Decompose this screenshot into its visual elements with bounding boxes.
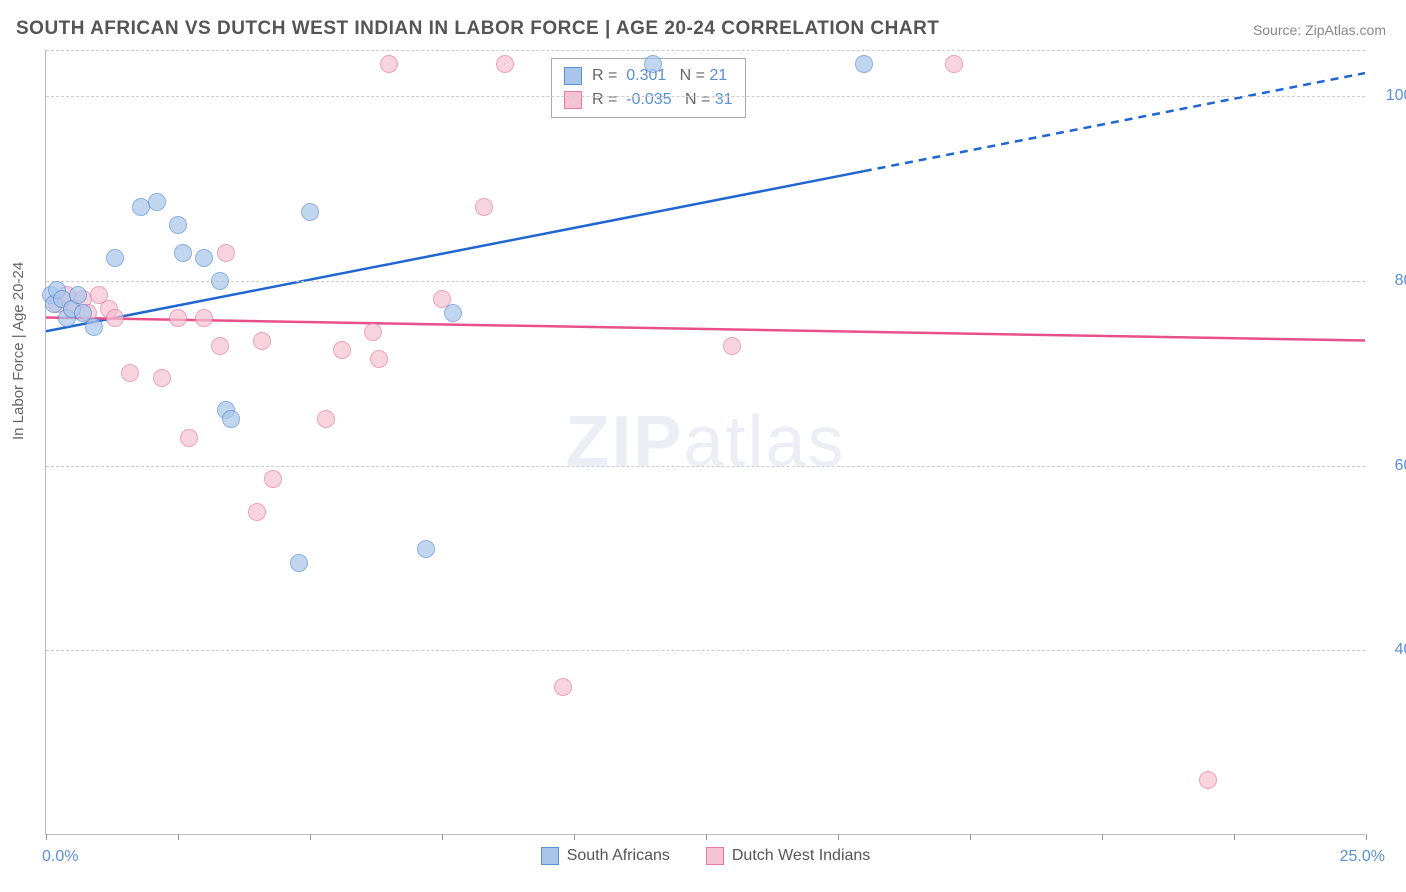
plot-area: ZIPatlas R = 0.301 N = 21R = -0.035 N = …	[45, 50, 1365, 835]
point-series-a	[644, 55, 662, 73]
gridline-h	[46, 96, 1365, 97]
point-series-a	[148, 193, 166, 211]
bottom-legend-label: South Africans	[567, 847, 670, 865]
x-tick	[838, 834, 839, 840]
point-series-a	[85, 318, 103, 336]
watermark-bold: ZIP	[565, 402, 683, 482]
point-series-b	[380, 55, 398, 73]
legend-swatch	[541, 847, 559, 865]
point-series-b	[723, 337, 741, 355]
point-series-b	[317, 410, 335, 428]
point-series-a	[855, 55, 873, 73]
point-series-b	[169, 309, 187, 327]
watermark-light: atlas	[683, 402, 845, 482]
point-series-b	[364, 323, 382, 341]
point-series-b	[180, 429, 198, 447]
point-series-b	[945, 55, 963, 73]
point-series-b	[106, 309, 124, 327]
gridline-h	[46, 281, 1365, 282]
point-series-b	[370, 350, 388, 368]
legend-swatch	[706, 847, 724, 865]
x-tick-label-max: 25.0%	[1340, 848, 1385, 866]
source-label: Source: ZipAtlas.com	[1253, 22, 1386, 38]
y-tick-label: 100.0%	[1380, 87, 1406, 105]
trend-line-b-solid	[46, 317, 1365, 340]
legend-swatch	[564, 67, 582, 85]
y-tick-label: 60.0%	[1380, 457, 1406, 475]
point-series-a	[301, 203, 319, 221]
point-series-b	[121, 364, 139, 382]
point-series-b	[153, 369, 171, 387]
point-series-a	[169, 216, 187, 234]
x-tick	[970, 834, 971, 840]
chart-container: SOUTH AFRICAN VS DUTCH WEST INDIAN IN LA…	[0, 0, 1406, 892]
gridline-h	[46, 650, 1365, 651]
x-tick	[706, 834, 707, 840]
x-tick	[1234, 834, 1235, 840]
x-tick	[1366, 834, 1367, 840]
point-series-b	[554, 678, 572, 696]
point-series-b	[211, 337, 229, 355]
point-series-a	[290, 554, 308, 572]
y-tick-label: 80.0%	[1380, 272, 1406, 290]
trend-line-a-dashed	[864, 73, 1365, 171]
bottom-legend-item: Dutch West Indians	[706, 847, 870, 865]
x-tick	[442, 834, 443, 840]
x-tick	[178, 834, 179, 840]
legend-swatch	[564, 91, 582, 109]
gridline-h	[46, 466, 1365, 467]
x-tick	[310, 834, 311, 840]
point-series-b	[264, 470, 282, 488]
point-series-a	[174, 244, 192, 262]
point-series-a	[195, 249, 213, 267]
bottom-legend: South Africans Dutch West Indians	[46, 847, 1365, 870]
y-tick-label: 40.0%	[1380, 641, 1406, 659]
point-series-b	[475, 198, 493, 216]
point-series-b	[1199, 771, 1217, 789]
x-tick	[574, 834, 575, 840]
x-tick-label-min: 0.0%	[42, 848, 78, 866]
point-series-a	[69, 286, 87, 304]
bottom-legend-label: Dutch West Indians	[732, 847, 870, 865]
point-series-b	[217, 244, 235, 262]
point-series-b	[496, 55, 514, 73]
gridline-top	[46, 50, 1365, 51]
x-tick	[1102, 834, 1103, 840]
point-series-a	[444, 304, 462, 322]
point-series-b	[253, 332, 271, 350]
bottom-legend-item: South Africans	[541, 847, 670, 865]
point-series-a	[417, 540, 435, 558]
point-series-a	[106, 249, 124, 267]
y-axis-label: In Labor Force | Age 20-24	[10, 262, 27, 440]
x-tick	[46, 834, 47, 840]
stat-legend-text: R = -0.035 N = 31	[592, 88, 733, 112]
point-series-a	[222, 410, 240, 428]
watermark: ZIPatlas	[565, 401, 845, 483]
point-series-b	[333, 341, 351, 359]
point-series-b	[195, 309, 213, 327]
chart-title: SOUTH AFRICAN VS DUTCH WEST INDIAN IN LA…	[16, 18, 939, 40]
trend-lines-svg	[46, 50, 1365, 834]
stat-legend-row: R = -0.035 N = 31	[564, 88, 733, 112]
point-series-a	[211, 272, 229, 290]
point-series-b	[248, 503, 266, 521]
